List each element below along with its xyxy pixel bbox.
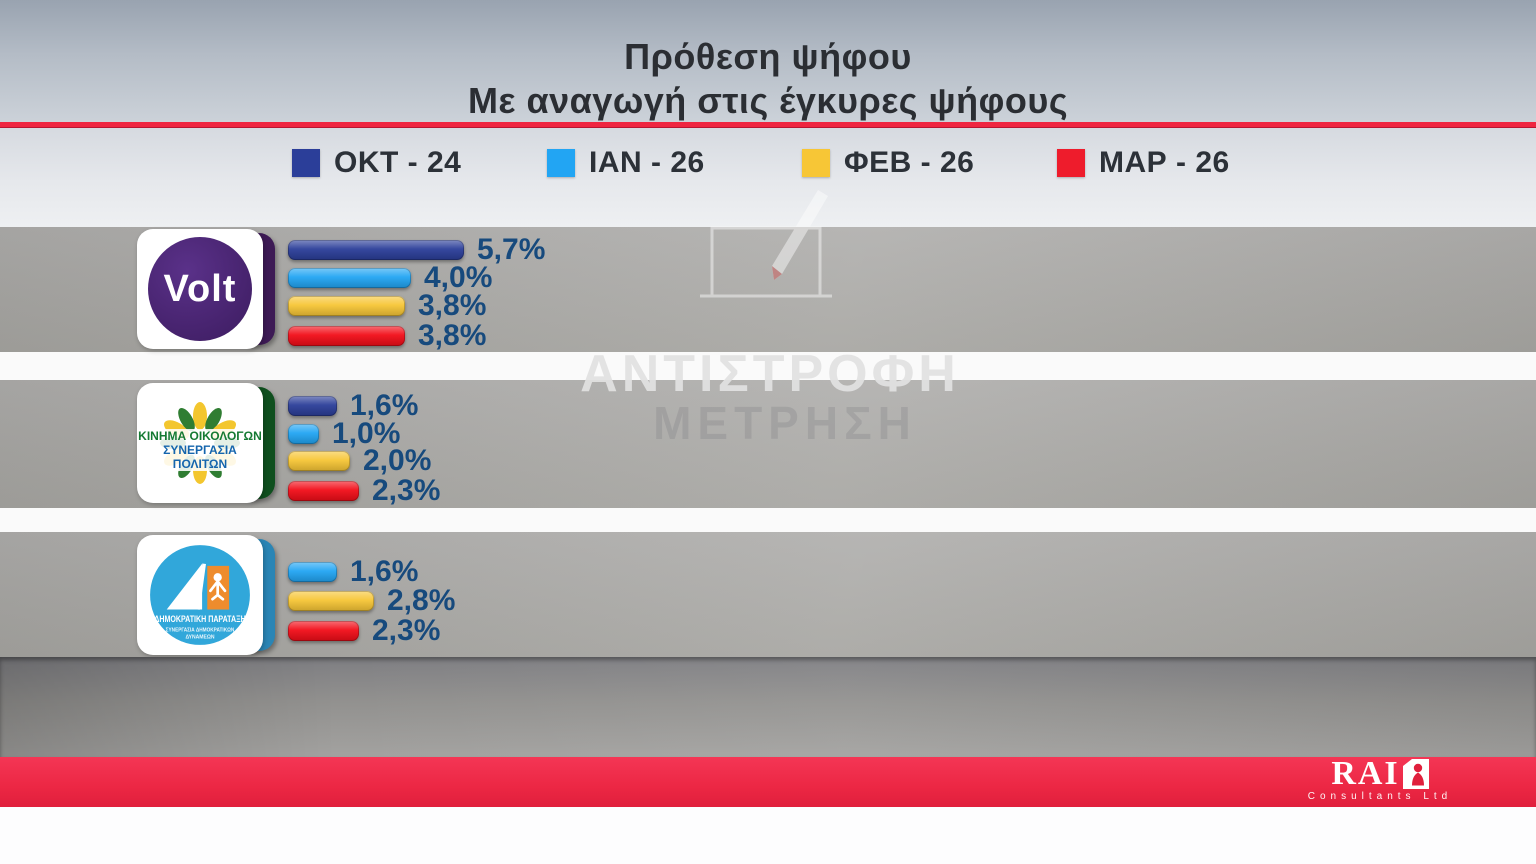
title-separator	[0, 122, 1536, 128]
footer-bar	[0, 757, 1536, 807]
dp-logo-line2: ΣΥΝΕΡΓΑΣΙΑ ΔΗΜΟΚΡΑΤΙΚΩΝ	[166, 627, 235, 633]
bar-volt-ian26	[288, 268, 411, 288]
ballot-box-icon	[700, 190, 832, 298]
rai-person-icon	[1402, 759, 1429, 789]
bar-volt-mar26	[288, 326, 405, 346]
rai-logo: RAI Consultants Ltd	[1305, 755, 1455, 805]
bar-dp-feb26	[288, 591, 374, 611]
bar-row: 1,6%	[288, 389, 418, 422]
bar-value-eco-mar26: 2,3%	[372, 474, 441, 507]
rai-logo-text: RAI	[1331, 755, 1400, 792]
footer-white	[0, 807, 1536, 864]
bar-eco-ian26	[288, 424, 319, 444]
legend	[0, 128, 1536, 227]
legend-swatch-feb26	[802, 149, 830, 177]
bar-value-volt-ian26: 4,0%	[424, 261, 493, 294]
floor-shadow	[0, 657, 1536, 757]
bar-row: 5,7%	[288, 233, 545, 266]
legend-item-feb26: ΦΕΒ - 26	[802, 146, 974, 180]
bar-value-volt-mar26: 3,8%	[418, 319, 487, 352]
legend-label-feb26: ΦΕΒ - 26	[844, 146, 975, 179]
bar-value-eco-feb26: 2,0%	[363, 444, 432, 477]
bar-value-dp-ian26: 1,6%	[350, 555, 419, 588]
legend-item-okt24: ΟΚΤ - 24	[292, 146, 461, 180]
legend-swatch-okt24	[292, 149, 320, 177]
party-card-volt: Volt	[137, 229, 275, 349]
rai-logo-subtext: Consultants Ltd	[1307, 791, 1453, 802]
watermark-line2: ΜΕΤΡΗΣΗ	[653, 397, 917, 449]
volt-circle-logo: Volt	[148, 237, 252, 341]
bar-value-eco-ian26: 1,0%	[332, 417, 401, 450]
party-logo-ecologists: ΚΙΝΗΜΑ ΟΙΚΟΛΟΓΩΝ ΣΥΝΕΡΓΑΣΙΑ ΠΟΛΙΤΩΝ	[137, 383, 263, 503]
legend-label-okt24: ΟΚΤ - 24	[334, 146, 462, 179]
dp-circle-logo: ΔΗΜΟΚΡΑΤΙΚΗ ΠΑΡΑΤΑΞΗ ΣΥΝΕΡΓΑΣΙΑ ΔΗΜΟΚΡΑΤ…	[150, 545, 250, 645]
bar-value-eco-okt24: 1,6%	[350, 389, 419, 422]
bar-row: 3,8%	[288, 289, 486, 322]
bar-row: 2,3%	[288, 614, 440, 647]
legend-swatch-mar26	[1057, 149, 1085, 177]
watermark-line1: ΑΝΤΙΣΤΡΟΦΗ	[580, 345, 960, 403]
header: Πρόθεση ψήφου Με αναγωγή στις έγκυρες ψή…	[0, 0, 1536, 122]
bar-dp-ian26	[288, 562, 337, 582]
page-title: Πρόθεση ψήφου	[624, 36, 912, 77]
bar-row: 4,0%	[288, 261, 492, 294]
bar-eco-okt24	[288, 396, 337, 416]
bar-row: 2,3%	[288, 474, 440, 507]
bar-eco-feb26	[288, 451, 350, 471]
bar-eco-mar26	[288, 481, 359, 501]
party-logo-dimokratiki-parataxi: ΔΗΜΟΚΡΑΤΙΚΗ ΠΑΡΑΤΑΞΗ ΣΥΝΕΡΓΑΣΙΑ ΔΗΜΟΚΡΑΤ…	[137, 535, 263, 655]
party-card-ecologists: ΚΙΝΗΜΑ ΟΙΚΟΛΟΓΩΝ ΣΥΝΕΡΓΑΣΙΑ ΠΟΛΙΤΩΝ	[137, 383, 275, 503]
bar-row: 2,0%	[288, 444, 431, 477]
legend-label-mar26: ΜΑΡ - 26	[1099, 146, 1230, 179]
legend-swatch-ian26	[547, 149, 575, 177]
page-subtitle: Με αναγωγή στις έγκυρες ψήφους	[467, 80, 1069, 121]
bar-value-volt-okt24: 5,7%	[477, 233, 546, 266]
bar-dp-mar26	[288, 621, 359, 641]
bar-row: 2,8%	[288, 584, 455, 617]
bar-row: 1,0%	[288, 417, 400, 450]
party-logo-volt: Volt	[137, 229, 263, 349]
bar-row: 3,8%	[288, 319, 486, 352]
dp-logo-line1: ΔΗΜΟΚΡΑΤΙΚΗ ΠΑΡΑΤΑΞΗ	[154, 614, 246, 624]
bar-value-dp-mar26: 2,3%	[372, 614, 441, 647]
bar-value-volt-feb26: 3,8%	[418, 289, 487, 322]
bar-row: 1,6%	[288, 555, 418, 588]
bar-volt-feb26	[288, 296, 405, 316]
legend-item-mar26: ΜΑΡ - 26	[1057, 146, 1230, 180]
legend-label-ian26: ΙΑΝ - 26	[589, 146, 705, 179]
eco-logo-line2: ΣΥΝΕΡΓΑΣΙΑ ΠΟΛΙΤΩΝ	[137, 443, 263, 471]
bar-volt-okt24	[288, 240, 464, 260]
bar-value-dp-feb26: 2,8%	[387, 584, 456, 617]
party-card-dimokratiki-parataxi: ΔΗΜΟΚΡΑΤΙΚΗ ΠΑΡΑΤΑΞΗ ΣΥΝΕΡΓΑΣΙΑ ΔΗΜΟΚΡΑΤ…	[137, 535, 275, 655]
volt-logo-text: Volt	[163, 267, 237, 310]
eco-logo-line1: ΚΙΝΗΜΑ ΟΙΚΟΛΟΓΩΝ	[137, 429, 263, 443]
dp-logo-line3: ΔΥΝΑΜΕΩΝ	[185, 635, 214, 641]
legend-item-ian26: ΙΑΝ - 26	[547, 146, 705, 180]
